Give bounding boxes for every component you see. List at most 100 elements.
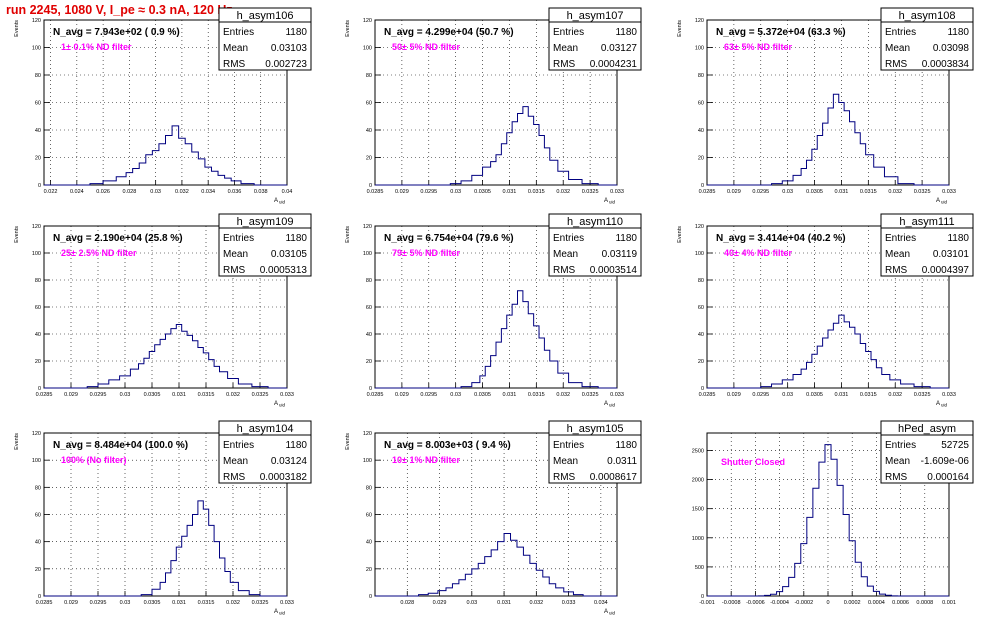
- x-axis-label: Auid: [936, 198, 948, 205]
- x-tick-label: 0.036: [228, 189, 242, 195]
- x-tick-label: 0.03: [466, 600, 477, 606]
- y-tick-label: 20: [35, 567, 41, 573]
- y-tick-label: 80: [698, 278, 704, 284]
- stats-box-frame: [880, 213, 974, 277]
- x-tick-label: -0.001: [699, 600, 715, 606]
- stats-value: 0.0004397: [922, 265, 970, 276]
- x-tick-label: 0.03: [120, 392, 131, 398]
- n-avg-label: N_avg = 3.414e+04 (40.2 %): [716, 233, 846, 244]
- y-tick-label: 0: [38, 594, 41, 600]
- stats-box-frame: [880, 7, 974, 71]
- histogram-name: h_asym111: [899, 216, 954, 228]
- histogram-panel-h_asym111: 0.0285 0.029 0.0295 0.03 0.0305 0.031 0.0315 0.…: [677, 213, 974, 408]
- stats-label: RMS: [553, 472, 576, 483]
- x-tick-label: 0.032: [175, 189, 189, 195]
- stats-value: 0.002723: [265, 59, 307, 70]
- x-tick-label: 0.0315: [860, 189, 877, 195]
- stats-value: 0.0004231: [590, 59, 638, 70]
- x-tick-label: 0.022: [44, 189, 58, 195]
- x-tick-label: -0.0004: [770, 600, 789, 606]
- x-tick-label: 0.033: [280, 600, 294, 606]
- stats-value: 0.0003514: [590, 265, 638, 276]
- x-tick-label: 0.032: [888, 392, 902, 398]
- x-tick-label: 0.0004: [868, 600, 885, 606]
- n-avg-label: N_avg = 4.299e+04 (50.7 %): [384, 27, 514, 38]
- x-tick-label: 0.04: [282, 189, 293, 195]
- x-tick-label: 0.0305: [806, 392, 823, 398]
- x-tick-label: 0.031: [172, 600, 186, 606]
- stats-value: 0.0003834: [922, 59, 970, 70]
- x-tick-label: 0.0325: [582, 189, 599, 195]
- x-tick-label: 0.0315: [528, 189, 545, 195]
- y-tick-label: 0: [38, 183, 41, 189]
- stats-value: 0.03098: [933, 43, 970, 54]
- x-axis-label: Auid: [604, 401, 616, 408]
- stats-value: 1180: [947, 233, 969, 244]
- n-avg-label: N_avg = 5.372e+04 (63.3 %): [716, 27, 846, 38]
- y-tick-label: 40: [366, 332, 372, 338]
- stats-value: 52725: [941, 440, 969, 451]
- y-tick-label: 120: [363, 431, 372, 437]
- histogram-name: hPed_asym: [898, 423, 956, 435]
- x-tick-label: 0.0295: [752, 189, 769, 195]
- stats-value: 1180: [615, 233, 637, 244]
- x-tick-label: 0.034: [201, 189, 215, 195]
- x-tick-label: 0.0285: [699, 189, 716, 195]
- y-tick-label: 100: [32, 458, 41, 464]
- y-tick-label: 120: [695, 18, 704, 24]
- stats-value: 0.03127: [601, 43, 638, 54]
- filter-annotation: 40± 4% ND filter: [724, 248, 792, 258]
- x-tick-label: 0.0325: [914, 189, 931, 195]
- stats-box-frame: [880, 420, 974, 484]
- stats-value: 1180: [615, 440, 637, 451]
- y-tick-label: 120: [32, 224, 41, 230]
- x-tick-label: 0.001: [942, 600, 956, 606]
- filter-annotation: 79± 5% ND filter: [392, 248, 460, 258]
- x-tick-label: 0.034: [594, 600, 608, 606]
- histogram-panel-h_asym108: 0.0285 0.029 0.0295 0.03 0.0305 0.031 0.0315 0.…: [677, 7, 974, 205]
- x-tick-label: 0.0008: [916, 600, 933, 606]
- histogram-series: [707, 444, 949, 597]
- filter-annotation: 100% (No filter): [61, 455, 127, 465]
- x-tick-label: 0.032: [556, 392, 570, 398]
- x-tick-label: 0.029: [433, 600, 447, 606]
- x-tick-label: 0.0325: [252, 392, 269, 398]
- x-tick-label: 0.0305: [474, 189, 491, 195]
- stats-value: 0.0008617: [590, 472, 638, 483]
- y-axis-label: Events: [14, 226, 20, 243]
- n-avg-label: N_avg = 6.754e+04 (79.6 %): [384, 233, 514, 244]
- y-tick-label: 60: [35, 513, 41, 519]
- x-tick-label: 0.0305: [806, 189, 823, 195]
- histogram-series: [707, 93, 949, 186]
- histogram-name: h_asym107: [567, 10, 624, 22]
- stats-value: 1180: [285, 233, 307, 244]
- stats-label: Mean: [553, 43, 578, 54]
- x-tick-label: 0.033: [942, 392, 956, 398]
- x-axis-label: Auid: [604, 609, 616, 616]
- histogram-name: h_asym105: [567, 423, 624, 435]
- histogram-series: [44, 324, 287, 389]
- stats-label: RMS: [223, 265, 246, 276]
- filter-annotation: Shutter Closed: [721, 457, 785, 467]
- stats-value: -1.609e-06: [921, 456, 970, 467]
- y-tick-label: 0: [369, 386, 372, 392]
- stats-value: 0.03101: [933, 249, 970, 260]
- histogram-series: [375, 106, 617, 186]
- x-tick-label: 0.0305: [144, 600, 161, 606]
- x-tick-label: 0.031: [503, 392, 517, 398]
- y-tick-label: 40: [35, 540, 41, 546]
- x-axis-label: Auid: [274, 609, 286, 616]
- x-tick-label: 0.0325: [914, 392, 931, 398]
- histogram-panel-h_asym107: 0.0285 0.029 0.0295 0.03 0.0305 0.031 0.0315 0.…: [345, 7, 642, 205]
- stats-label: RMS: [553, 265, 576, 276]
- stats-label: Mean: [885, 249, 910, 260]
- histogram-panel-h_asym110: 0.0285 0.029 0.0295 0.03 0.0305 0.031 0.0315 0.…: [345, 213, 642, 408]
- x-tick-label: 0.028: [122, 189, 136, 195]
- y-tick-label: 0: [701, 594, 704, 600]
- x-tick-label: 0.033: [610, 392, 624, 398]
- stats-value: 0.03105: [271, 249, 308, 260]
- x-tick-label: 0.0285: [367, 189, 384, 195]
- x-tick-label: 0.028: [400, 600, 414, 606]
- x-tick-label: 0.029: [64, 392, 78, 398]
- stats-box: h_asym108 Entries 1180 Mean 0.03098 RMS 0.0003…: [880, 7, 974, 71]
